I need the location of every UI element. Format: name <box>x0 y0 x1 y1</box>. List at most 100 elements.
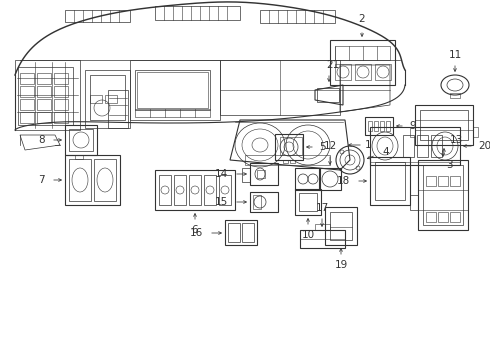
Bar <box>257 170 265 178</box>
Text: 6: 6 <box>192 225 198 235</box>
Bar <box>325 207 357 245</box>
Bar <box>225 220 257 245</box>
Text: 15: 15 <box>215 197 228 207</box>
Bar <box>295 189 321 215</box>
Text: 20: 20 <box>478 141 490 151</box>
Bar <box>375 162 405 200</box>
Text: 2: 2 <box>359 14 366 24</box>
Bar <box>426 176 436 186</box>
Bar <box>228 223 240 242</box>
Bar <box>386 121 390 131</box>
Bar <box>275 134 303 160</box>
Bar <box>431 135 442 157</box>
Bar <box>174 175 186 205</box>
Bar <box>410 195 418 210</box>
Bar <box>450 93 460 98</box>
Text: 10: 10 <box>301 230 315 240</box>
Text: 8: 8 <box>38 135 45 145</box>
Bar <box>403 135 414 157</box>
Bar <box>290 160 295 163</box>
Bar <box>250 192 278 212</box>
Bar <box>159 175 171 205</box>
Bar <box>410 127 415 137</box>
Bar <box>299 193 317 211</box>
Text: 5: 5 <box>319 142 326 152</box>
Text: 16: 16 <box>190 228 203 238</box>
Bar <box>426 212 436 222</box>
Bar <box>20 73 34 84</box>
Bar <box>253 195 261 209</box>
Bar <box>330 212 352 240</box>
Bar <box>473 127 478 137</box>
Text: 17: 17 <box>316 203 329 213</box>
Bar <box>450 212 460 222</box>
Text: 9: 9 <box>409 121 416 131</box>
Bar <box>137 72 208 108</box>
Bar <box>135 70 210 110</box>
Text: 4: 4 <box>382 147 389 157</box>
Bar <box>418 160 468 230</box>
Bar <box>375 64 391 80</box>
Bar <box>250 163 278 185</box>
Bar <box>242 223 254 242</box>
Bar <box>69 129 93 151</box>
Text: 12: 12 <box>323 141 337 151</box>
Text: 14: 14 <box>215 169 228 179</box>
Bar <box>319 168 341 190</box>
Bar <box>438 176 448 186</box>
Text: 19: 19 <box>334 260 347 270</box>
Bar <box>438 212 448 222</box>
Bar <box>280 137 302 155</box>
Bar <box>155 170 235 210</box>
Bar <box>335 64 351 80</box>
Text: 3: 3 <box>446 160 452 170</box>
Bar <box>65 125 97 155</box>
Bar <box>295 168 320 190</box>
Text: 13: 13 <box>449 135 463 145</box>
Bar <box>219 175 231 205</box>
Text: 21: 21 <box>326 60 340 70</box>
Bar <box>37 99 51 110</box>
Text: 11: 11 <box>448 50 462 60</box>
Bar <box>335 46 390 60</box>
Bar <box>54 99 68 110</box>
Bar <box>90 95 102 103</box>
Bar <box>317 88 339 102</box>
Bar <box>105 95 117 103</box>
Bar <box>155 6 240 20</box>
Bar <box>260 10 335 23</box>
Bar <box>204 175 216 205</box>
Bar <box>300 230 345 248</box>
Bar <box>20 99 34 110</box>
Bar <box>355 64 371 80</box>
Bar <box>417 135 428 157</box>
Bar <box>415 105 473 145</box>
Bar <box>37 112 51 123</box>
Bar <box>75 155 83 159</box>
Bar <box>330 40 395 85</box>
Bar <box>189 175 201 205</box>
Bar <box>54 73 68 84</box>
Bar <box>135 109 210 117</box>
Bar <box>242 168 250 182</box>
Bar <box>18 67 73 125</box>
Bar <box>368 121 372 131</box>
Bar <box>370 157 410 205</box>
Bar <box>20 112 34 123</box>
Bar <box>283 160 288 163</box>
Bar <box>90 75 125 120</box>
Bar <box>65 10 130 22</box>
Bar <box>420 110 468 140</box>
Bar <box>69 159 91 201</box>
Bar <box>65 155 120 205</box>
Bar <box>365 117 393 135</box>
Bar <box>20 86 34 97</box>
Text: 18: 18 <box>337 176 350 186</box>
Text: 7: 7 <box>38 175 45 185</box>
Bar <box>374 121 378 131</box>
Bar <box>37 86 51 97</box>
Bar <box>37 73 51 84</box>
Bar <box>380 121 384 131</box>
Bar <box>450 176 460 186</box>
Bar <box>370 127 460 165</box>
